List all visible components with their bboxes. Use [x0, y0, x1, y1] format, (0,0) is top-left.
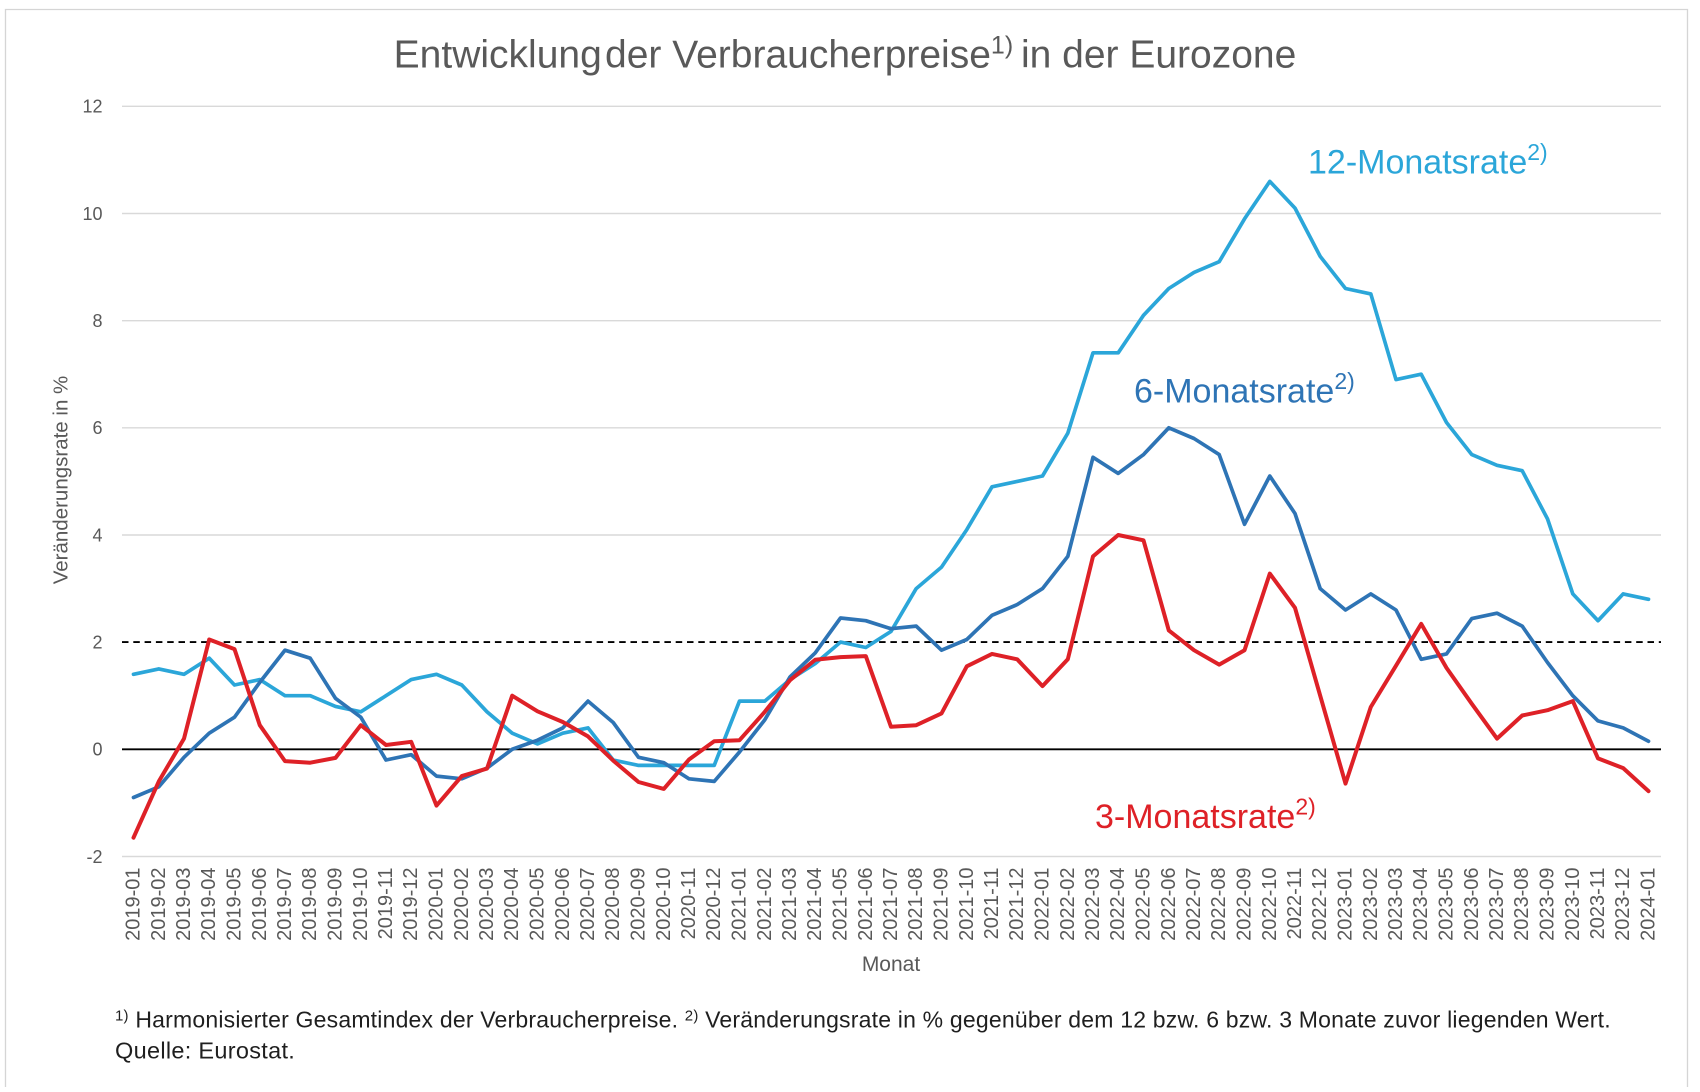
- svg-text:2021-07: 2021-07: [880, 868, 902, 941]
- svg-text:2022-09: 2022-09: [1234, 868, 1256, 941]
- svg-text:2022-04: 2022-04: [1107, 868, 1129, 941]
- svg-text:2024-01: 2024-01: [1638, 868, 1660, 941]
- svg-text:2019-10: 2019-10: [350, 868, 372, 941]
- svg-text:2019-01: 2019-01: [123, 868, 145, 941]
- svg-text:2020-12: 2020-12: [703, 868, 725, 941]
- svg-text:2020-03: 2020-03: [476, 868, 498, 941]
- svg-text:-2: -2: [86, 847, 102, 867]
- svg-text:0: 0: [92, 740, 102, 760]
- svg-text:2023-12: 2023-12: [1612, 868, 1634, 941]
- svg-text:12-Monatsrate2): 12-Monatsrate2): [1308, 139, 1548, 182]
- svg-text:2019-03: 2019-03: [173, 868, 195, 941]
- svg-text:2019-08: 2019-08: [299, 868, 321, 941]
- svg-text:2022-08: 2022-08: [1208, 868, 1230, 941]
- svg-text:2021-03: 2021-03: [779, 868, 801, 941]
- svg-text:2022-10: 2022-10: [1259, 868, 1281, 941]
- svg-text:2020-06: 2020-06: [552, 868, 574, 941]
- svg-text:2020-01: 2020-01: [426, 868, 448, 941]
- svg-text:2020-08: 2020-08: [602, 868, 624, 941]
- svg-text:2020-02: 2020-02: [451, 868, 473, 941]
- svg-text:8: 8: [92, 311, 102, 331]
- svg-text:2022-05: 2022-05: [1133, 868, 1155, 941]
- svg-text:2021-10: 2021-10: [956, 868, 978, 941]
- svg-text:2021-12: 2021-12: [1006, 868, 1028, 941]
- svg-text:2023-11: 2023-11: [1587, 868, 1609, 940]
- svg-text:4: 4: [92, 525, 102, 545]
- svg-text:2023-06: 2023-06: [1461, 868, 1483, 941]
- svg-text:2023-03: 2023-03: [1385, 868, 1407, 941]
- svg-text:2022-07: 2022-07: [1183, 868, 1205, 941]
- svg-text:1) Harmonisierter Gesamtindex: 1) Harmonisierter Gesamtindex der Verbra…: [115, 1007, 1611, 1033]
- svg-text:2019-07: 2019-07: [274, 868, 296, 941]
- svg-text:2: 2: [92, 632, 102, 652]
- svg-text:10: 10: [82, 204, 102, 224]
- svg-text:2019-12: 2019-12: [400, 868, 422, 941]
- svg-text:2019-02: 2019-02: [148, 868, 170, 941]
- svg-text:2021-06: 2021-06: [855, 868, 877, 941]
- svg-text:2020-10: 2020-10: [653, 868, 675, 941]
- svg-text:2021-08: 2021-08: [905, 868, 927, 941]
- svg-text:2022-01: 2022-01: [1032, 868, 1054, 941]
- svg-text:2023-02: 2023-02: [1360, 868, 1382, 941]
- svg-text:Quelle: Eurostat.: Quelle: Eurostat.: [115, 1038, 295, 1064]
- svg-text:2022-03: 2022-03: [1082, 868, 1104, 941]
- svg-text:2022-11: 2022-11: [1284, 868, 1306, 940]
- svg-text:2021-05: 2021-05: [830, 868, 852, 941]
- svg-text:2019-04: 2019-04: [198, 868, 220, 941]
- svg-text:2023-08: 2023-08: [1511, 868, 1533, 941]
- svg-text:Monat: Monat: [862, 953, 921, 976]
- svg-text:2020-11: 2020-11: [678, 868, 700, 940]
- svg-text:2020-07: 2020-07: [577, 868, 599, 941]
- svg-text:2021-04: 2021-04: [804, 868, 826, 941]
- svg-text:2020-09: 2020-09: [628, 868, 650, 941]
- svg-text:12: 12: [82, 97, 102, 117]
- svg-text:2020-04: 2020-04: [501, 868, 523, 941]
- svg-text:Veränderungsrate in %: Veränderungsrate in %: [50, 376, 73, 585]
- svg-text:2022-12: 2022-12: [1309, 868, 1331, 941]
- svg-text:2021-09: 2021-09: [931, 868, 953, 941]
- svg-text:2022-02: 2022-02: [1057, 868, 1079, 941]
- svg-text:2023-10: 2023-10: [1562, 868, 1584, 941]
- svg-text:6-Monatsrate2): 6-Monatsrate2): [1134, 368, 1355, 411]
- svg-text:2023-01: 2023-01: [1335, 868, 1357, 941]
- svg-text:6: 6: [92, 418, 102, 438]
- svg-text:2021-11: 2021-11: [981, 868, 1003, 940]
- svg-text:Entwicklung der Verbraucherpre: Entwicklung der Verbraucherpreise1) in d…: [394, 32, 1297, 77]
- svg-text:2021-01: 2021-01: [729, 868, 751, 941]
- svg-text:2020-05: 2020-05: [527, 868, 549, 941]
- svg-text:3-Monatsrate2): 3-Monatsrate2): [1095, 793, 1316, 836]
- svg-text:2019-06: 2019-06: [249, 868, 271, 941]
- svg-text:2019-05: 2019-05: [224, 868, 246, 941]
- svg-text:2023-09: 2023-09: [1537, 868, 1559, 941]
- svg-text:2023-07: 2023-07: [1486, 868, 1508, 941]
- svg-text:2021-02: 2021-02: [754, 868, 776, 941]
- svg-text:2019-09: 2019-09: [325, 868, 347, 941]
- svg-text:2019-11: 2019-11: [375, 868, 397, 940]
- svg-text:2023-05: 2023-05: [1436, 868, 1458, 941]
- svg-text:2023-04: 2023-04: [1410, 868, 1432, 941]
- svg-text:2022-06: 2022-06: [1158, 868, 1180, 941]
